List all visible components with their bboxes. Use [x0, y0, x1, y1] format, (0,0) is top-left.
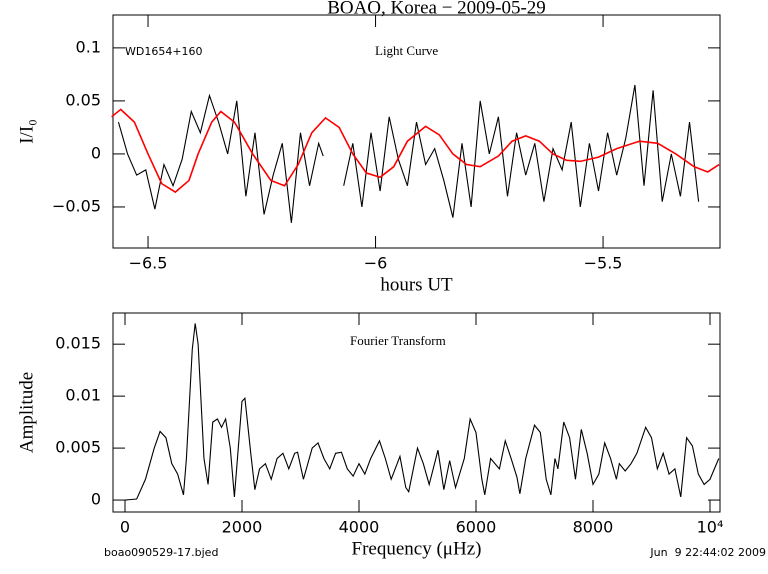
x-tick-label: 4000 [339, 518, 380, 537]
timestamp: Jun 9 22:44:02 2009 [649, 546, 766, 559]
plot-frame [112, 312, 721, 513]
y-tick-label: 0.05 [65, 90, 101, 109]
plot-frame [112, 14, 721, 249]
annotation: Light Curve [375, 43, 438, 58]
x-tick-label: 2000 [222, 518, 263, 537]
x-tick-label: −6.5 [129, 254, 168, 273]
x-tick-label: 6000 [456, 518, 497, 537]
x-axis-label: Frequency (μHz) [352, 538, 482, 559]
y-tick-label: 0.01 [65, 386, 101, 405]
annotation: Fourier Transform [350, 333, 446, 348]
y-tick-label: 0.005 [55, 438, 101, 457]
y-axis-label: Amplitude [16, 372, 37, 453]
y-tick-label: 0 [91, 143, 101, 162]
annotation: WD1654+160 [125, 45, 203, 58]
x-axis-label: hours UT [380, 274, 453, 295]
y-tick-label: 0 [91, 490, 101, 509]
x-tick-label: 10⁴ [697, 518, 724, 537]
data-line [117, 84, 700, 223]
x-tick-label: 8000 [573, 518, 614, 537]
y-tick-label: −0.05 [52, 196, 101, 215]
x-tick-label: −6 [364, 254, 388, 273]
x-tick-label: −5.5 [584, 254, 623, 273]
y-axis-label: I/I₀ [16, 119, 37, 144]
y-tick-label: 0.1 [76, 37, 101, 56]
data-line [124, 323, 720, 501]
chart-title: BOAO, Korea − 2009-05-29 [327, 0, 546, 18]
x-tick-label: 0 [120, 518, 130, 537]
file-name: boao090529-17.bjed [104, 546, 218, 559]
y-tick-label: 0.015 [55, 334, 101, 353]
data-line [111, 108, 720, 194]
